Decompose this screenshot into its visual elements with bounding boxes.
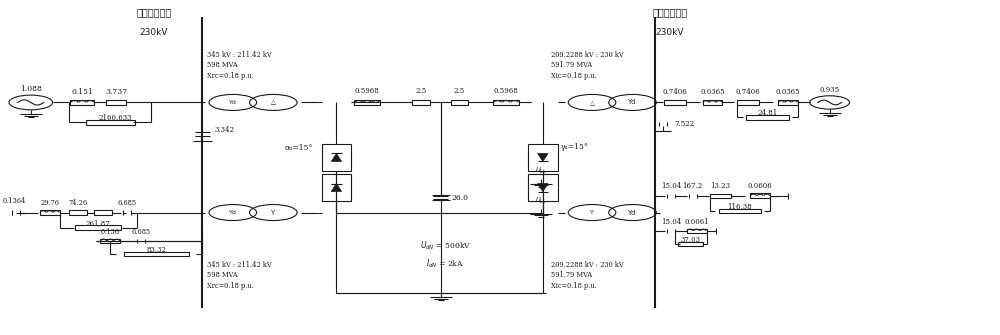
Text: △: △: [590, 100, 594, 105]
Text: 送端交流母线: 送端交流母线: [136, 7, 171, 17]
Text: 0.151: 0.151: [71, 88, 93, 96]
Bar: [528, 174, 558, 201]
Bar: [322, 174, 351, 201]
Text: 209.2288 kV : 230 kV
591.79 MVA
Xic=0.18 p.u.: 209.2288 kV : 230 kV 591.79 MVA Xic=0.18…: [551, 261, 623, 290]
Polygon shape: [538, 153, 548, 161]
Text: γₙ=15°: γₙ=15°: [561, 143, 588, 151]
Bar: [778, 100, 798, 105]
Bar: [746, 115, 789, 120]
Text: 230kV: 230kV: [140, 28, 168, 37]
Text: 6.685: 6.685: [131, 227, 150, 236]
Text: 2.5: 2.5: [454, 87, 465, 95]
Bar: [124, 252, 189, 256]
Text: 230kV: 230kV: [656, 28, 684, 37]
Text: 345 kV : 211.42 kV
598 MVA
Xrc=0.18 p.u.: 345 kV : 211.42 kV 598 MVA Xrc=0.18 p.u.: [207, 261, 272, 290]
Bar: [664, 100, 686, 105]
Bar: [750, 193, 770, 198]
Bar: [678, 242, 703, 247]
Bar: [737, 100, 759, 105]
Bar: [412, 100, 430, 105]
Bar: [451, 100, 468, 105]
Text: 0.0365: 0.0365: [776, 88, 800, 96]
Bar: [719, 209, 761, 213]
Text: 3.737: 3.737: [105, 88, 127, 96]
Text: 209.2288 kV : 230 kV
591.79 MVA
Xic=0.18 p.u.: 209.2288 kV : 230 kV 591.79 MVA Xic=0.18…: [551, 51, 623, 79]
Text: △: △: [271, 99, 276, 106]
Text: 74.26: 74.26: [69, 199, 88, 207]
Text: 15.04: 15.04: [661, 217, 681, 225]
Text: 0.136: 0.136: [101, 227, 120, 236]
Text: 0.7406: 0.7406: [736, 88, 761, 96]
Text: 0.1364: 0.1364: [2, 197, 26, 205]
Text: Y: Y: [590, 210, 594, 215]
Bar: [40, 210, 60, 215]
Bar: [528, 144, 558, 171]
Text: Y: Y: [271, 209, 275, 215]
Text: αₙ=15°: αₙ=15°: [285, 144, 313, 152]
Polygon shape: [331, 153, 342, 161]
Bar: [75, 225, 121, 230]
Text: 0.7406: 0.7406: [662, 88, 687, 96]
Text: 167.2: 167.2: [683, 182, 703, 190]
Text: 83.32: 83.32: [146, 246, 166, 254]
Bar: [493, 100, 519, 105]
Text: Yd: Yd: [229, 100, 237, 105]
Text: 0.5968: 0.5968: [494, 87, 518, 95]
Text: 0.0061: 0.0061: [684, 217, 709, 225]
Bar: [703, 100, 722, 105]
Text: 345 kV : 211.42 kV
598 MVA
Xrc=0.18 p.u.: 345 kV : 211.42 kV 598 MVA Xrc=0.18 p.u.: [207, 51, 272, 79]
Bar: [86, 120, 135, 125]
Bar: [687, 228, 707, 233]
Text: 0.935: 0.935: [820, 86, 840, 94]
Bar: [69, 210, 87, 215]
Text: Yd: Yd: [628, 99, 637, 106]
Text: 15.04: 15.04: [661, 182, 681, 190]
Text: 26.0: 26.0: [452, 194, 469, 202]
Text: 6.685: 6.685: [117, 199, 137, 207]
Bar: [710, 194, 731, 198]
Text: 29.76: 29.76: [40, 199, 59, 207]
Text: 0.0606: 0.0606: [748, 182, 773, 190]
Text: 1.088: 1.088: [20, 85, 42, 93]
Text: 116.38: 116.38: [727, 203, 752, 211]
Text: 37.03: 37.03: [681, 236, 701, 244]
Text: 24.81: 24.81: [757, 110, 778, 118]
Text: 2160.633: 2160.633: [98, 115, 132, 123]
Text: 3.342: 3.342: [214, 126, 234, 134]
Text: Yd: Yd: [628, 209, 637, 215]
Polygon shape: [331, 184, 342, 192]
Bar: [354, 100, 380, 105]
Text: 2.5: 2.5: [415, 87, 426, 95]
Text: $U_{dN}$ = 500kV: $U_{dN}$ = 500kV: [420, 240, 471, 252]
Bar: [100, 239, 120, 243]
Text: Yd: Yd: [229, 210, 237, 215]
Bar: [106, 100, 126, 105]
Text: 受端交流母线: 受端交流母线: [652, 7, 687, 17]
Text: 261.87: 261.87: [86, 219, 111, 227]
Text: 0.5968: 0.5968: [355, 87, 380, 95]
Bar: [70, 100, 94, 105]
Bar: [94, 210, 112, 215]
Text: $I_{dN}$ = 2kA: $I_{dN}$ = 2kA: [426, 258, 465, 270]
Polygon shape: [538, 184, 548, 192]
Bar: [322, 144, 351, 171]
Text: 0.0365: 0.0365: [700, 88, 725, 96]
Text: 13.23: 13.23: [710, 182, 730, 190]
Text: $U_{LL}$: $U_{LL}$: [535, 166, 547, 176]
Text: $U_{LL}$: $U_{LL}$: [535, 196, 547, 206]
Text: 7.522: 7.522: [675, 120, 695, 128]
